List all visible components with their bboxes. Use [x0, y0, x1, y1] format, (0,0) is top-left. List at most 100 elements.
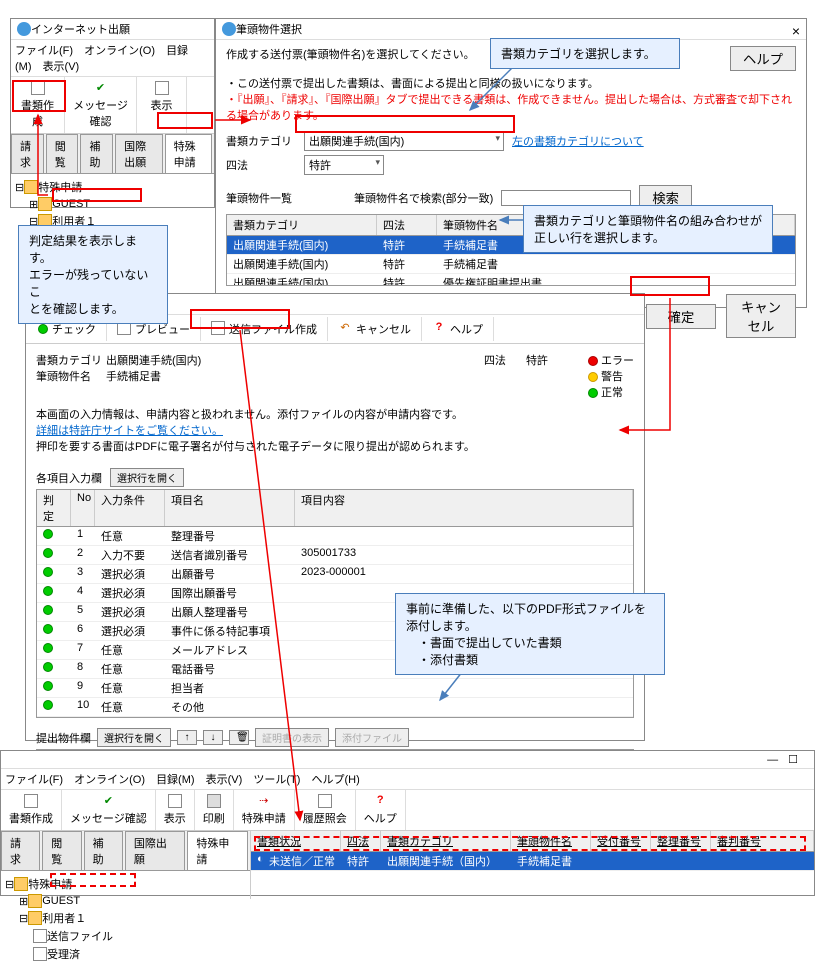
col-category: 書類カテゴリ: [227, 215, 377, 235]
menu-help[interactable]: ヘルプ(H): [311, 774, 359, 786]
cell: 未送信／正常: [263, 852, 341, 870]
menu-file[interactable]: ファイル(F): [5, 774, 63, 786]
minimize-button[interactable]: —: [767, 754, 778, 766]
col[interactable]: 四法: [341, 831, 381, 851]
body-link[interactable]: 詳細は特許庁サイトをご覧ください。: [36, 422, 634, 438]
col[interactable]: 筆頭物件名: [511, 831, 591, 851]
table-row[interactable]: 1任意整理番号: [37, 527, 633, 546]
down-button[interactable]: ↓: [203, 730, 223, 745]
list-row[interactable]: ◐ 未送信／正常 特許 出願関連手続（国内） 手続補足書: [251, 852, 814, 871]
close-button[interactable]: ×: [792, 23, 800, 39]
msg-confirm-button[interactable]: ✔ メッセージ確認: [65, 77, 137, 133]
category-label: 書類カテゴリ: [226, 133, 296, 149]
maximize-button[interactable]: ☐: [788, 753, 798, 766]
view-button[interactable]: 表示: [156, 790, 195, 830]
col[interactable]: 書類状況: [251, 831, 341, 851]
msg-confirm-button[interactable]: ✔ メッセージ確認: [62, 790, 156, 830]
cancel-label: キャンセル: [356, 321, 411, 337]
col: 項目内容: [295, 490, 633, 526]
folder-icon: [24, 180, 38, 194]
list-pane: 書類状況 四法 書類カテゴリ 筆頭物件名 受付番号 整理番号 審判番号 ◐ 未送…: [251, 831, 814, 899]
tree-guest[interactable]: ⊞ GUEST: [15, 196, 210, 212]
cell: 特許: [341, 852, 381, 870]
tab-kokusai[interactable]: 国際出願: [115, 134, 162, 173]
tree-user[interactable]: ⊟ 利用者１: [5, 909, 246, 927]
window-title: インターネット出願: [31, 21, 130, 37]
tree-sendfile[interactable]: 送信ファイル: [5, 927, 246, 945]
view-icon: [168, 794, 182, 808]
ok-button[interactable]: 確定: [646, 304, 716, 329]
label: 書類作成: [9, 810, 53, 826]
menu-tool[interactable]: ツール(T): [253, 774, 300, 786]
label: 表示: [164, 810, 186, 826]
table-row[interactable]: 出願関連手続(国内) 特許 優先権証明書提出書: [227, 274, 795, 286]
category-help-link[interactable]: 左の書類カテゴリについて: [512, 133, 644, 149]
file-icon: [33, 947, 47, 961]
tab-hojo[interactable]: 補助: [80, 134, 113, 173]
history-button[interactable]: 履歴照会: [295, 790, 356, 830]
law-value: 特許: [526, 355, 548, 367]
table-row[interactable]: 出願関連手続(国内) 特許 手続補足書: [227, 255, 795, 274]
cancel-button[interactable]: ↶キャンセル: [328, 317, 422, 341]
tree-root-label: 特殊申請: [38, 179, 82, 195]
open-row-button[interactable]: 選択行を開く: [110, 468, 184, 487]
tab-tokushu[interactable]: 特殊申請: [165, 134, 212, 173]
table-row[interactable]: 9任意担当者: [37, 679, 633, 698]
cell: 出願関連手続(国内): [227, 236, 377, 254]
tree-root[interactable]: ⊟ 特殊申請: [5, 875, 246, 893]
help-button[interactable]: ?ヘルプ: [422, 317, 494, 341]
category-dropdown[interactable]: 出願関連手続(国内): [304, 131, 504, 151]
folder-icon: [38, 197, 52, 211]
tree-guest[interactable]: ⊞ GUEST: [5, 893, 246, 909]
error-dot: [588, 356, 598, 366]
tab-seikyu[interactable]: 請求: [1, 831, 40, 870]
table-row[interactable]: 2入力不要送信者識別番号305001733: [37, 546, 633, 565]
col[interactable]: 受付番号: [591, 831, 651, 851]
submit-button[interactable]: ⇢特殊申請: [234, 790, 295, 830]
cancel-button[interactable]: キャンセル: [726, 294, 796, 338]
tree-guest-label: GUEST: [52, 198, 90, 210]
up-button[interactable]: ↑: [177, 730, 197, 745]
menu-index[interactable]: 目録(M): [156, 774, 195, 786]
cell: 出願関連手続(国内): [227, 255, 377, 273]
menu-online[interactable]: オンライン(O): [74, 774, 145, 786]
menu-file[interactable]: ファイル(F): [15, 45, 73, 57]
create-doc-button[interactable]: 書類作成: [11, 77, 65, 133]
table-header: 書類状況 四法 書類カテゴリ 筆頭物件名 受付番号 整理番号 審判番号: [251, 831, 814, 852]
help-button[interactable]: ?ヘルプ: [356, 790, 406, 830]
menu-view[interactable]: 表示(V): [43, 61, 80, 73]
callout-attach-pdf: 事前に準備した、以下のPDF形式ファイルを 添付します。 ・書面で提出していた書…: [395, 593, 665, 675]
print-button[interactable]: 印刷: [195, 790, 234, 830]
tab-hojo[interactable]: 補助: [84, 831, 123, 870]
make-sendfile-button[interactable]: 送信ファイル作成: [201, 317, 328, 341]
help-button[interactable]: ヘルプ: [730, 46, 796, 71]
menu-online[interactable]: オンライン(O): [84, 45, 155, 57]
create-doc-button[interactable]: 書類作成: [1, 790, 62, 830]
table-row[interactable]: 10任意その他: [37, 698, 633, 717]
col[interactable]: 審判番号: [711, 831, 814, 851]
open-row-button2[interactable]: 選択行を開く: [97, 728, 171, 747]
search-input[interactable]: [501, 190, 631, 206]
tab-kokusai[interactable]: 国際出願: [125, 831, 186, 870]
col[interactable]: 書類カテゴリ: [381, 831, 511, 851]
tree-root[interactable]: ⊟ 特殊申請: [15, 178, 210, 196]
show-cert-button[interactable]: 証明書の表示: [255, 728, 329, 747]
col[interactable]: 整理番号: [651, 831, 711, 851]
table-row[interactable]: 3選択必須出願番号2023-000001: [37, 565, 633, 584]
view-button[interactable]: 表示: [137, 77, 187, 133]
view-icon: [155, 81, 169, 95]
callout-text: 事前に準備した、以下のPDF形式ファイルを 添付します。 ・書面で提出していた書…: [406, 602, 646, 667]
menu-view[interactable]: 表示(V): [206, 774, 243, 786]
tab-etsuran[interactable]: 閲覧: [46, 134, 79, 173]
delete-button[interactable]: 🗑: [229, 730, 249, 745]
tabs: 請求 閲覧 補助 国際出願 特殊申請: [11, 134, 214, 174]
show-attach-button[interactable]: 添付ファイル: [335, 728, 409, 747]
tree-received[interactable]: 受理済: [5, 945, 246, 963]
ok-label: 正常: [601, 387, 623, 399]
law-dropdown[interactable]: 特許: [304, 155, 384, 175]
label: メッセージ確認: [70, 810, 147, 826]
tab-seikyu[interactable]: 請求: [11, 134, 44, 173]
check-icon: ✔: [101, 794, 115, 808]
tab-tokushu[interactable]: 特殊申請: [187, 831, 248, 870]
tab-etsuran[interactable]: 閲覧: [42, 831, 81, 870]
